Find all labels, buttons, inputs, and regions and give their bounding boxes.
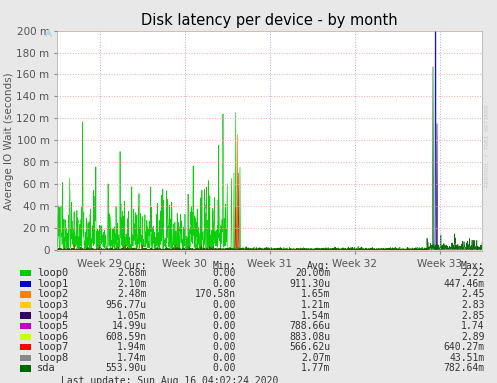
- Text: Cur:: Cur:: [123, 262, 147, 272]
- Y-axis label: Average IO Wait (seconds): Average IO Wait (seconds): [3, 72, 13, 210]
- Bar: [20, 344, 31, 350]
- Bar: [20, 291, 31, 298]
- Text: 782.64m: 782.64m: [443, 363, 485, 373]
- Text: 0.00: 0.00: [213, 268, 236, 278]
- Text: loop6: loop6: [37, 332, 69, 342]
- Text: 553.90u: 553.90u: [105, 363, 147, 373]
- Text: 20.00m: 20.00m: [295, 268, 331, 278]
- Bar: [20, 323, 31, 329]
- Text: 0.00: 0.00: [213, 363, 236, 373]
- Text: 640.27m: 640.27m: [443, 342, 485, 352]
- Text: 0.00: 0.00: [213, 279, 236, 289]
- Text: 956.77u: 956.77u: [105, 300, 147, 310]
- Text: 1.74: 1.74: [461, 321, 485, 331]
- Text: 0.00: 0.00: [213, 353, 236, 363]
- Bar: [20, 334, 31, 340]
- Text: 1.54m: 1.54m: [301, 311, 331, 321]
- Text: loop7: loop7: [37, 342, 69, 352]
- Text: loop2: loop2: [37, 290, 69, 300]
- Text: 883.08u: 883.08u: [289, 332, 331, 342]
- Bar: [20, 270, 31, 277]
- Text: 0.00: 0.00: [213, 300, 236, 310]
- Text: Avg:: Avg:: [307, 262, 331, 272]
- Text: 0.00: 0.00: [213, 332, 236, 342]
- Text: 1.94m: 1.94m: [117, 342, 147, 352]
- Text: 1.21m: 1.21m: [301, 300, 331, 310]
- Text: 608.59n: 608.59n: [105, 332, 147, 342]
- Text: 2.83: 2.83: [461, 300, 485, 310]
- Text: 911.30u: 911.30u: [289, 279, 331, 289]
- Text: Max:: Max:: [461, 262, 485, 272]
- Text: 2.10m: 2.10m: [117, 279, 147, 289]
- Text: loop4: loop4: [37, 311, 69, 321]
- Text: 0.00: 0.00: [213, 342, 236, 352]
- Text: 566.62u: 566.62u: [289, 342, 331, 352]
- Text: 2.22: 2.22: [461, 268, 485, 278]
- Text: RRDTOOL / TOBI OETIKER: RRDTOOL / TOBI OETIKER: [485, 104, 490, 187]
- Text: loop8: loop8: [37, 353, 69, 363]
- Text: 43.51m: 43.51m: [449, 353, 485, 363]
- Text: 2.85: 2.85: [461, 311, 485, 321]
- Text: 14.99u: 14.99u: [111, 321, 147, 331]
- Text: sda: sda: [37, 363, 56, 373]
- Text: Last update: Sun Aug 16 04:02:24 2020: Last update: Sun Aug 16 04:02:24 2020: [61, 376, 278, 383]
- Bar: [20, 313, 31, 319]
- Text: 2.07m: 2.07m: [301, 353, 331, 363]
- Title: Disk latency per device - by month: Disk latency per device - by month: [141, 13, 398, 28]
- Text: 2.45: 2.45: [461, 290, 485, 300]
- Text: loop3: loop3: [37, 300, 69, 310]
- Text: 788.66u: 788.66u: [289, 321, 331, 331]
- Bar: [20, 355, 31, 361]
- Text: 1.65m: 1.65m: [301, 290, 331, 300]
- Text: 0.00: 0.00: [213, 321, 236, 331]
- Text: 2.89: 2.89: [461, 332, 485, 342]
- Text: 0.00: 0.00: [213, 311, 236, 321]
- Text: 447.46m: 447.46m: [443, 279, 485, 289]
- Text: 1.74m: 1.74m: [117, 353, 147, 363]
- Bar: [20, 365, 31, 372]
- Text: 1.05m: 1.05m: [117, 311, 147, 321]
- Text: loop1: loop1: [37, 279, 69, 289]
- Bar: [20, 302, 31, 308]
- Bar: [20, 281, 31, 287]
- Text: 170.58n: 170.58n: [195, 290, 236, 300]
- Text: loop0: loop0: [37, 268, 69, 278]
- Text: 1.77m: 1.77m: [301, 363, 331, 373]
- Text: 2.68m: 2.68m: [117, 268, 147, 278]
- Text: loop5: loop5: [37, 321, 69, 331]
- Text: 2.48m: 2.48m: [117, 290, 147, 300]
- Text: Min:: Min:: [213, 262, 236, 272]
